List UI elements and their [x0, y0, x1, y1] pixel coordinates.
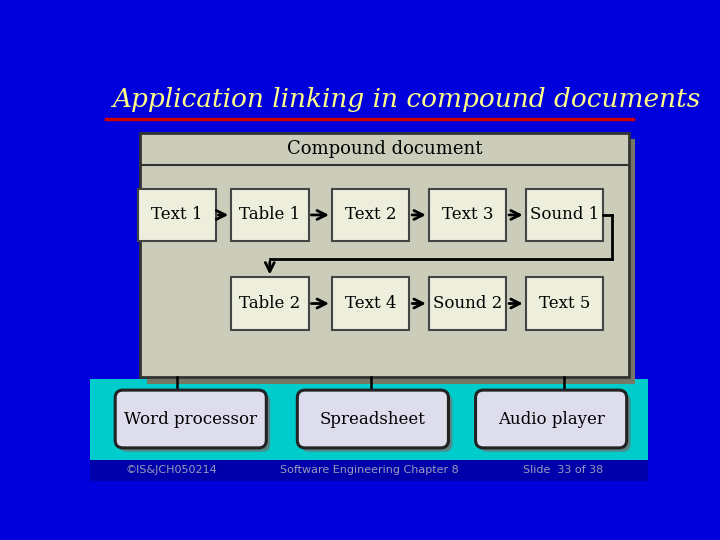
Bar [526, 189, 603, 241]
FancyBboxPatch shape [476, 390, 626, 448]
Text: Application linking in compound documents: Application linking in compound document… [112, 87, 700, 112]
FancyBboxPatch shape [301, 394, 452, 452]
Text: Table 1: Table 1 [239, 206, 300, 224]
Bar [231, 278, 309, 330]
Text: Text 4: Text 4 [345, 295, 396, 312]
Text: Compound document: Compound document [287, 140, 482, 159]
Bar [526, 278, 603, 330]
Bar [428, 189, 506, 241]
Text: Text 1: Text 1 [151, 206, 202, 224]
Bar [332, 189, 409, 241]
FancyBboxPatch shape [297, 390, 449, 448]
Bar [231, 189, 309, 241]
Text: Sound 2: Sound 2 [433, 295, 502, 312]
Text: Slide  33 of 38: Slide 33 of 38 [523, 465, 603, 475]
Bar [147, 139, 635, 383]
Text: ©IS&JCH050214: ©IS&JCH050214 [125, 465, 217, 475]
Text: Table 2: Table 2 [239, 295, 300, 312]
Text: Audio player: Audio player [498, 410, 605, 428]
Bar [140, 132, 629, 377]
Bar [332, 278, 409, 330]
Bar [428, 278, 506, 330]
Text: Text 2: Text 2 [345, 206, 396, 224]
Text: Word processor: Word processor [124, 410, 257, 428]
Bar [138, 189, 215, 241]
Bar [90, 460, 648, 481]
Text: Text 5: Text 5 [539, 295, 590, 312]
FancyBboxPatch shape [480, 394, 631, 452]
Text: Sound 1: Sound 1 [530, 206, 599, 224]
Text: Software Engineering Chapter 8: Software Engineering Chapter 8 [279, 465, 459, 475]
Text: Spreadsheet: Spreadsheet [320, 410, 426, 428]
Text: Text 3: Text 3 [441, 206, 493, 224]
FancyBboxPatch shape [119, 394, 270, 452]
FancyBboxPatch shape [115, 390, 266, 448]
Bar [90, 379, 648, 460]
